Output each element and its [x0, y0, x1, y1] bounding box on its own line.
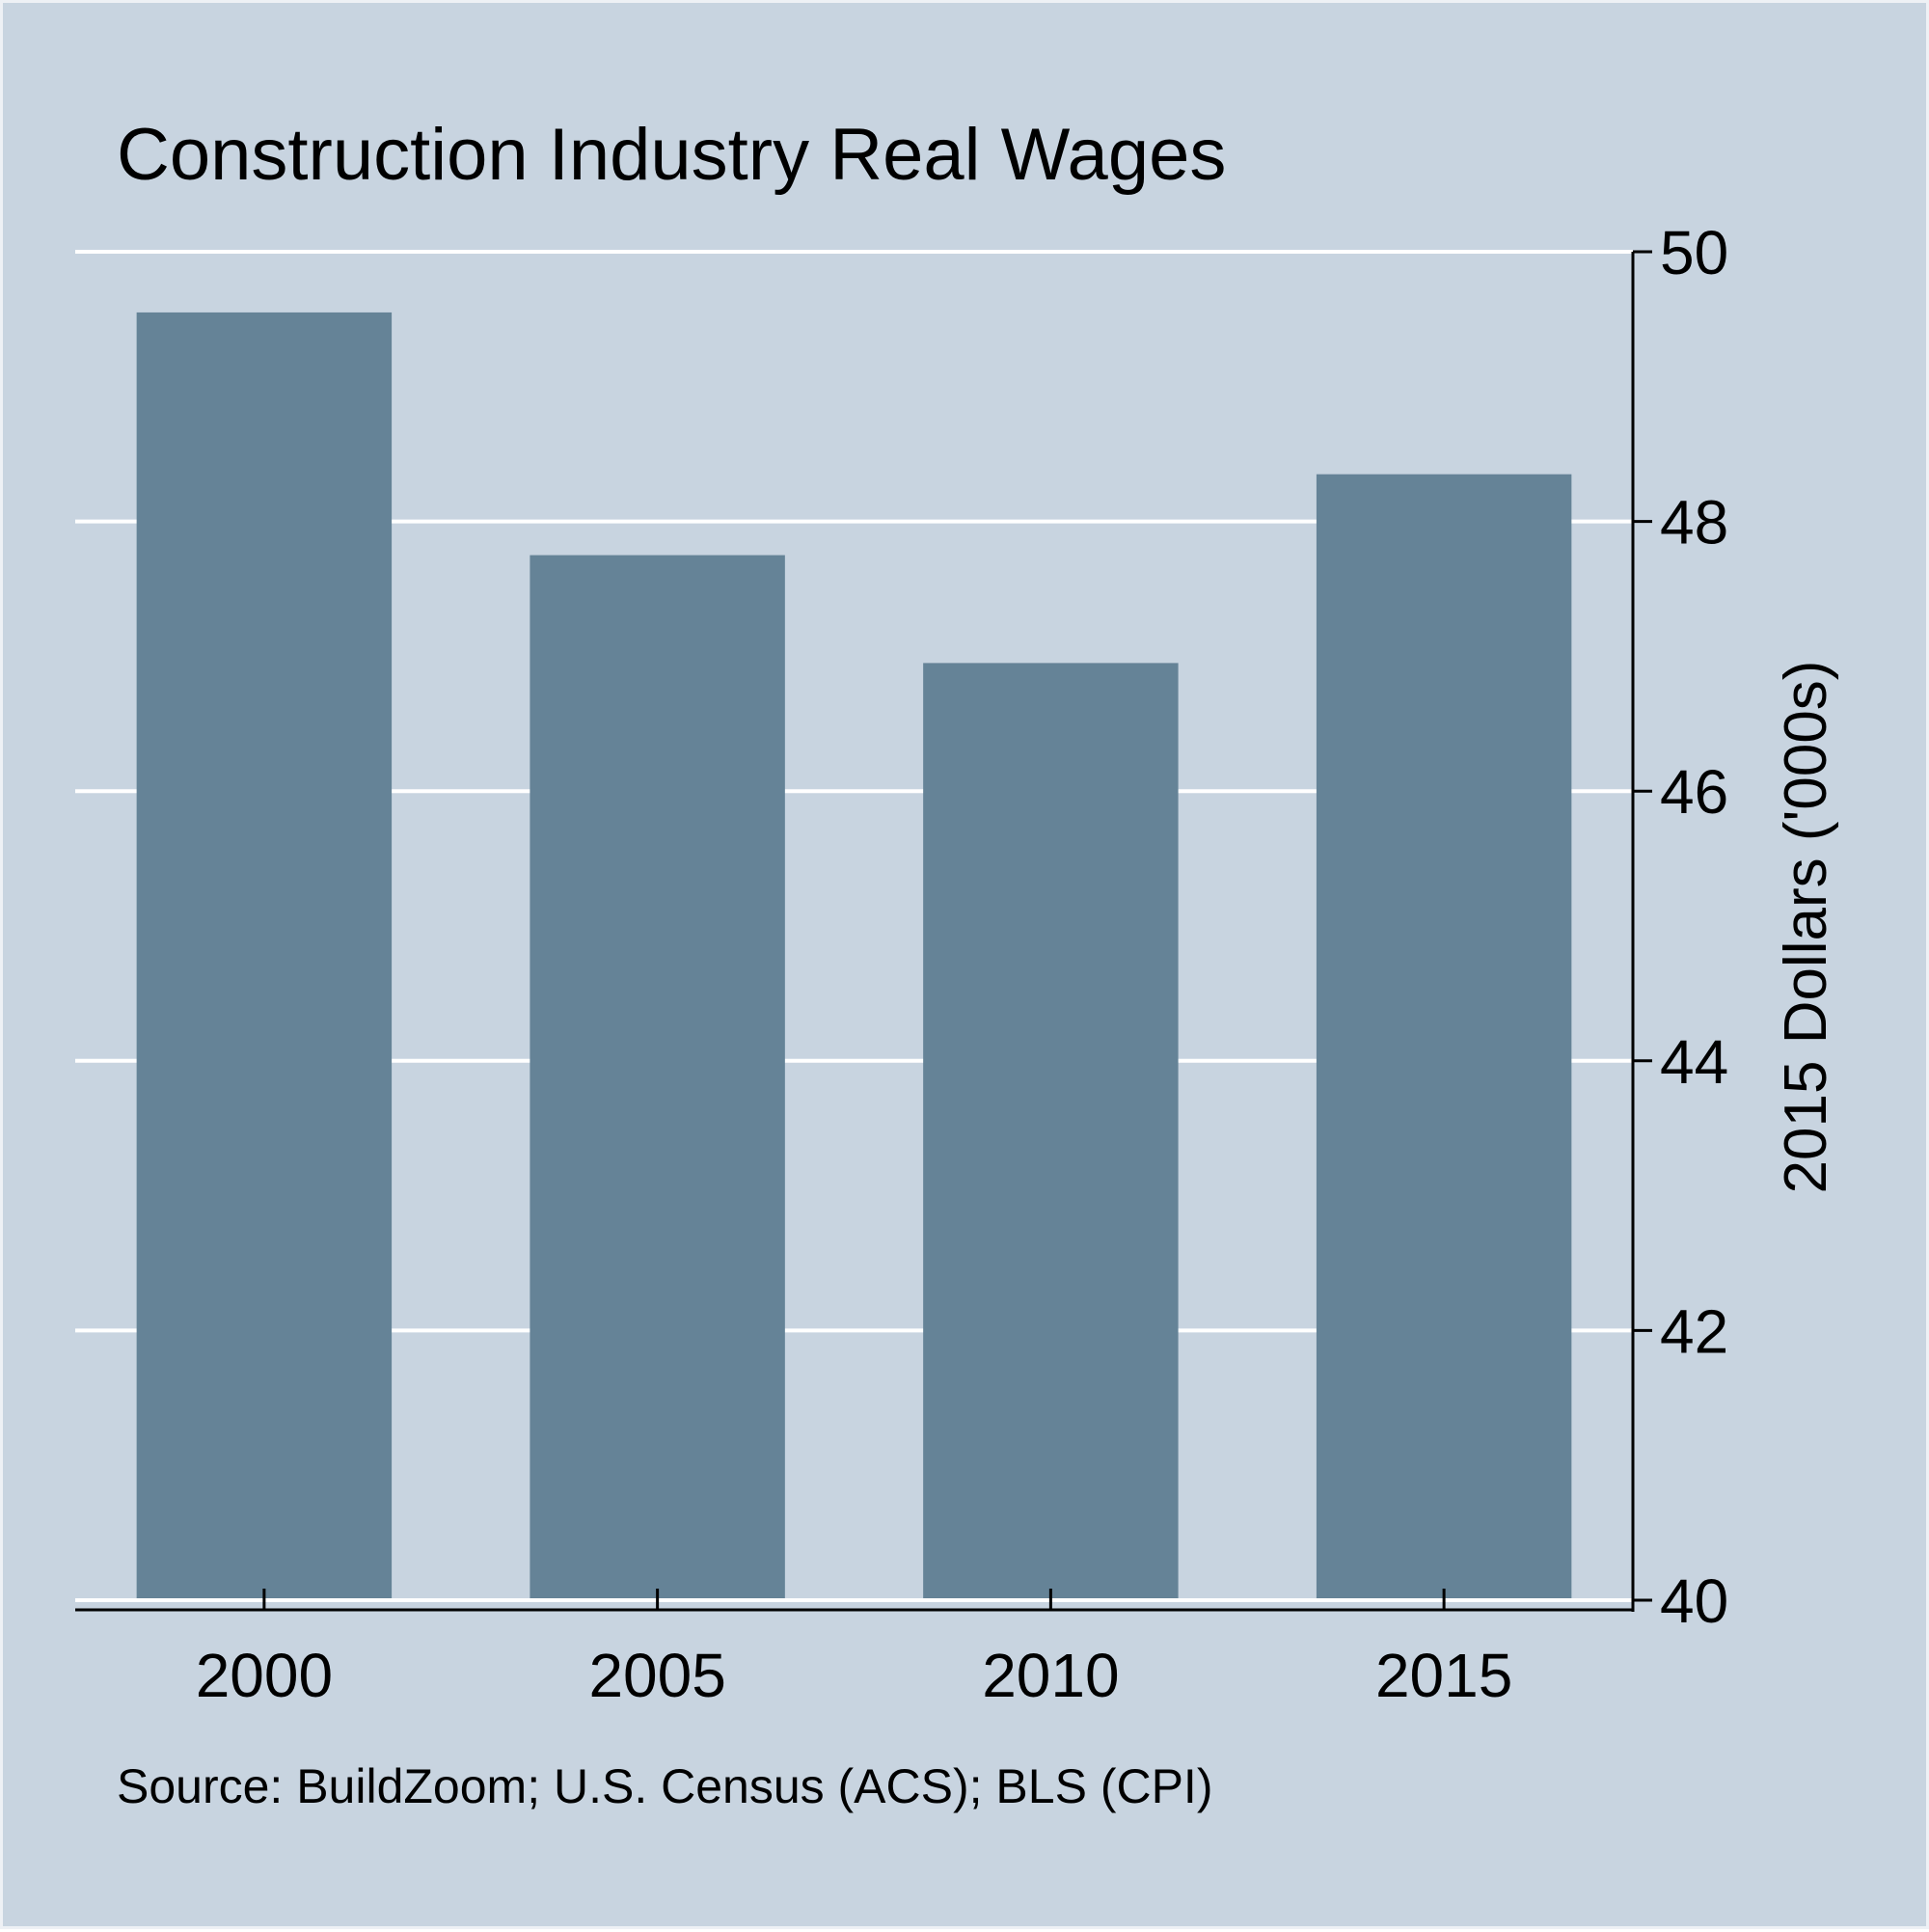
bar-chart: Construction Industry Real Wages 4042444…: [75, 114, 1839, 1813]
y-tick-label-40: 40: [1660, 1566, 1728, 1636]
y-axis-title: 2015 Dollars ('000s): [1773, 661, 1839, 1194]
bar-2015: [1316, 474, 1572, 1600]
y-tick-label-50: 50: [1660, 218, 1728, 287]
tick-labels: 40 42 44 46 48 50 2000 2005 2010 2015: [196, 218, 1729, 1710]
y-tick-label-46: 46: [1660, 757, 1728, 827]
axes: [75, 250, 1652, 1612]
bars: [136, 312, 1572, 1600]
x-tick-label-2015: 2015: [1375, 1641, 1512, 1710]
bar-2005: [530, 555, 785, 1600]
bar-2010: [923, 663, 1179, 1600]
source-note: Source: BuildZoom; U.S. Census (ACS); BL…: [117, 1759, 1212, 1813]
bar-2000: [136, 312, 393, 1600]
chart-title: Construction Industry Real Wages: [117, 114, 1226, 196]
y-tick-label-48: 48: [1660, 488, 1728, 558]
x-tick-label-2005: 2005: [588, 1641, 725, 1710]
x-tick-label-2000: 2000: [196, 1641, 333, 1710]
y-tick-label-44: 44: [1660, 1027, 1728, 1097]
x-tick-label-2010: 2010: [982, 1641, 1119, 1710]
y-tick-label-42: 42: [1660, 1296, 1728, 1366]
